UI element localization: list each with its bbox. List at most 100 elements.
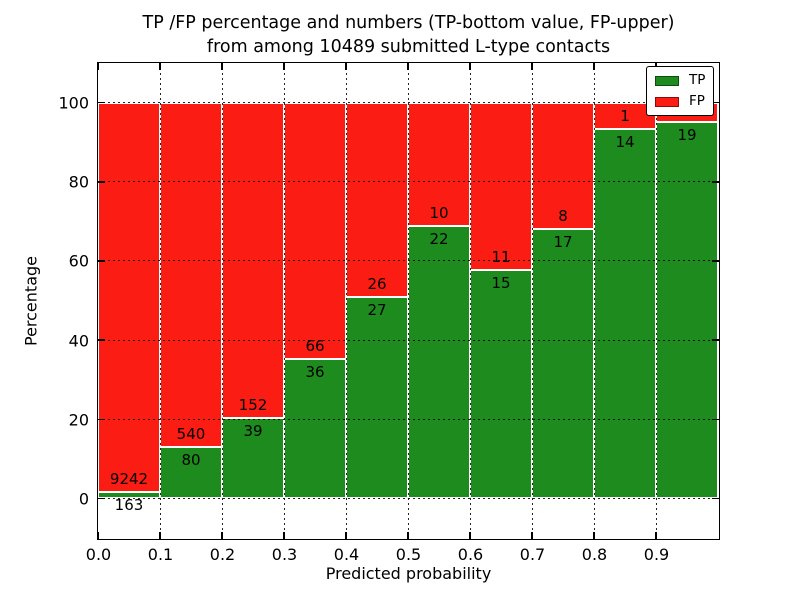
bar-count-label-fp: 26 bbox=[367, 274, 387, 293]
x-tick-label: 0.0 bbox=[85, 545, 112, 564]
bar-count-label-fp: 8 bbox=[558, 207, 568, 226]
x-tick-mark bbox=[345, 532, 347, 539]
legend-label: FP bbox=[689, 93, 705, 109]
bar-count-label-tp: 80 bbox=[181, 451, 201, 470]
x-tick-mark bbox=[407, 63, 409, 70]
bar-fp-segment bbox=[532, 102, 594, 230]
y-tick-label: 40 bbox=[68, 331, 89, 351]
x-tick-mark bbox=[159, 63, 161, 70]
bar-tp-segment bbox=[532, 229, 594, 499]
legend-entry: FP bbox=[655, 94, 705, 109]
x-tick-label: 0.6 bbox=[457, 545, 484, 564]
y-tick-mark bbox=[712, 497, 719, 500]
x-axis-label: Predicted probability bbox=[325, 564, 492, 583]
horizontal-gridline bbox=[98, 497, 719, 499]
y-tick-label: 60 bbox=[68, 251, 89, 271]
chart-title-line2: from among 10489 submitted L-type contac… bbox=[206, 37, 611, 57]
x-tick-mark bbox=[97, 532, 99, 539]
bar-count-label-fp: 11 bbox=[491, 248, 511, 267]
x-tick-mark bbox=[655, 532, 657, 539]
vertical-gridline bbox=[283, 63, 285, 539]
x-tick-mark bbox=[97, 63, 99, 70]
bar-fp-segment bbox=[470, 102, 532, 271]
bar-fp-segment bbox=[98, 102, 160, 492]
bar-fp-segment bbox=[160, 102, 222, 448]
y-tick-mark bbox=[98, 101, 105, 104]
bar-count-label-tp: 39 bbox=[243, 421, 263, 440]
y-tick-mark bbox=[712, 339, 719, 341]
bar-tp-segment bbox=[470, 270, 532, 499]
x-tick-label: 0.5 bbox=[395, 545, 422, 564]
legend-swatch-tp bbox=[655, 75, 679, 86]
y-tick-mark bbox=[98, 497, 105, 500]
vertical-gridline bbox=[655, 63, 657, 539]
chart-title-line1: TP /FP percentage and numbers (TP-bottom… bbox=[142, 13, 675, 33]
horizontal-gridline bbox=[98, 260, 719, 262]
x-tick-mark bbox=[531, 532, 533, 539]
y-tick-mark bbox=[712, 260, 719, 262]
x-tick-mark bbox=[221, 63, 223, 70]
vertical-gridline bbox=[159, 63, 161, 539]
horizontal-gridline bbox=[98, 102, 719, 104]
chart-title: TP /FP percentage and numbers (TP-bottom… bbox=[97, 11, 720, 59]
x-tick-mark bbox=[345, 63, 347, 70]
vertical-gridline bbox=[593, 63, 595, 539]
horizontal-gridline bbox=[98, 181, 719, 183]
y-tick-mark bbox=[98, 339, 105, 341]
legend-label: TP bbox=[689, 72, 706, 88]
y-tick-label: 20 bbox=[68, 410, 89, 430]
vertical-gridline bbox=[221, 63, 223, 539]
x-tick-label: 0.2 bbox=[209, 545, 236, 564]
vertical-gridline bbox=[345, 63, 347, 539]
bar-count-label-tp: 27 bbox=[367, 300, 387, 319]
bar-tp-segment bbox=[408, 226, 470, 499]
x-tick-mark bbox=[469, 63, 471, 70]
bar-tp-segment bbox=[656, 122, 718, 499]
vertical-gridline bbox=[407, 63, 409, 539]
y-tick-mark bbox=[712, 101, 719, 104]
horizontal-gridline bbox=[98, 418, 719, 420]
bar-fp-segment bbox=[408, 102, 470, 227]
vertical-gridline bbox=[531, 63, 533, 539]
x-tick-label: 0.7 bbox=[519, 545, 546, 564]
bar-count-label-tp: 17 bbox=[553, 233, 573, 252]
x-tick-mark bbox=[283, 63, 285, 70]
legend-entry: TP bbox=[655, 73, 705, 88]
bar-fp-segment bbox=[346, 102, 408, 297]
y-tick-mark bbox=[98, 418, 105, 420]
y-tick-label: 0 bbox=[78, 489, 89, 509]
x-tick-mark bbox=[159, 532, 161, 539]
x-tick-mark bbox=[593, 63, 595, 70]
axes: TP FP 9242 163 540 80 152 39 66 36 26 27 10 22 11 15 8 1… bbox=[97, 62, 720, 540]
x-tick-label: 0.3 bbox=[271, 545, 298, 564]
bar-count-label-tp: 22 bbox=[429, 230, 449, 249]
bar-fp-segment bbox=[222, 102, 284, 418]
bar-fp-segment bbox=[284, 102, 346, 359]
bar-count-label-tp: 15 bbox=[491, 274, 511, 293]
bar-fp-segment bbox=[594, 102, 656, 129]
x-tick-mark bbox=[531, 63, 533, 70]
x-tick-mark bbox=[221, 532, 223, 539]
bar-count-label-fp: 66 bbox=[305, 336, 325, 355]
y-tick-mark bbox=[98, 260, 105, 262]
x-tick-mark bbox=[593, 532, 595, 539]
bar-count-label-fp: 9242 bbox=[109, 469, 149, 488]
x-tick-label: 0.4 bbox=[333, 545, 360, 564]
x-tick-mark bbox=[469, 532, 471, 539]
bar-count-label-tp: 163 bbox=[114, 495, 144, 514]
vertical-gridline bbox=[469, 63, 471, 539]
bar-count-label-tp: 14 bbox=[615, 132, 635, 151]
legend-swatch-fp bbox=[655, 96, 679, 107]
y-tick-mark bbox=[712, 418, 719, 420]
x-tick-label: 0.1 bbox=[147, 545, 174, 564]
x-tick-label: 0.8 bbox=[581, 545, 608, 564]
y-axis-label: Percentage bbox=[21, 255, 41, 347]
y-tick-mark bbox=[712, 181, 719, 183]
horizontal-gridline bbox=[98, 339, 719, 341]
bar-count-label-tp: 36 bbox=[305, 362, 325, 381]
bar-count-label-fp: 1 bbox=[620, 106, 630, 125]
x-tick-mark bbox=[283, 532, 285, 539]
y-tick-label: 80 bbox=[68, 172, 89, 192]
bar-tp-segment bbox=[346, 296, 408, 499]
